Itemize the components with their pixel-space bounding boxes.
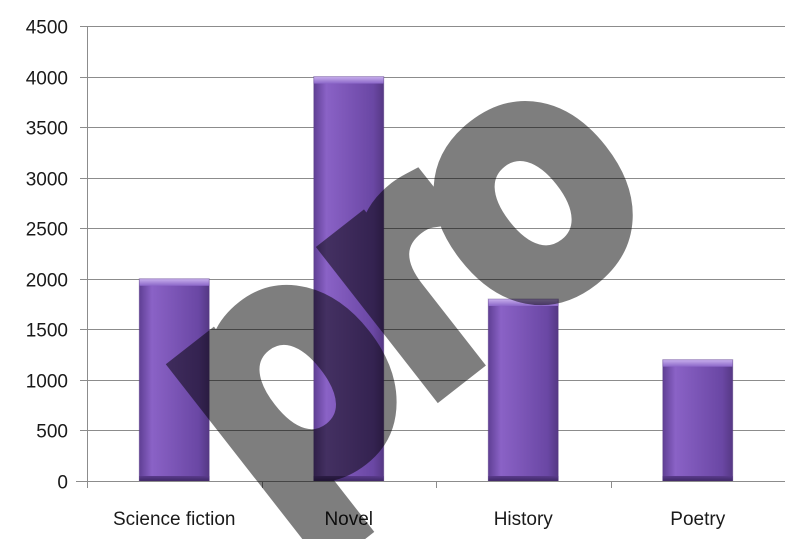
bar [313, 76, 385, 482]
y-tick-label: 4500 [26, 18, 68, 39]
bar-cap [662, 359, 733, 367]
bar-base [662, 476, 733, 481]
y-tick-label: 2500 [26, 220, 68, 241]
x-tick-label: Novel [324, 509, 373, 530]
bar-body [488, 299, 559, 481]
bar-base [488, 476, 559, 481]
y-tick-label: 4000 [26, 69, 68, 90]
bar-body [662, 359, 733, 481]
y-tick-label: 3500 [26, 119, 68, 140]
y-tick-label: 1000 [26, 372, 68, 393]
bars [138, 76, 734, 482]
bar [487, 298, 559, 482]
y-tick-label: 0 [57, 473, 68, 494]
x-axis-labels: Science fiction Novel History Poetry [113, 509, 726, 530]
x-tick-label: Poetry [670, 509, 725, 530]
bar-base [139, 476, 210, 481]
bar-body [139, 278, 210, 481]
bar-cap [313, 76, 384, 84]
y-tick-label: 2000 [26, 271, 68, 292]
bar [662, 359, 734, 482]
axes [76, 26, 785, 488]
x-tick-label: History [494, 509, 554, 530]
y-tick-label: 1500 [26, 321, 68, 342]
bar-cap [488, 299, 559, 306]
bar-cap [139, 278, 210, 286]
y-tick-label: 500 [36, 422, 68, 443]
y-tick-label: 3000 [26, 170, 68, 191]
x-tick-label: Science fiction [113, 509, 236, 530]
bar-body [313, 76, 384, 482]
y-axis-labels: 0 500 1000 1500 2000 2500 3000 3500 4000 4500 [26, 18, 68, 494]
bar-base [313, 476, 384, 481]
